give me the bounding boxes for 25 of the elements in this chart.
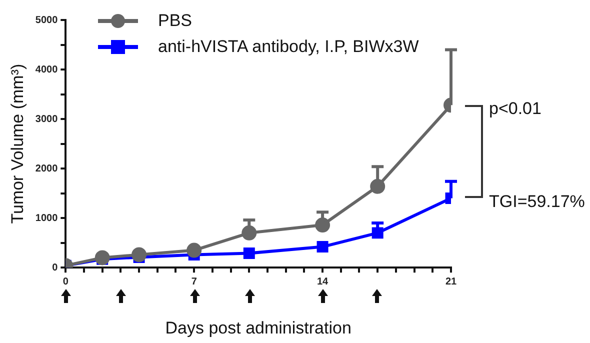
legend-label: PBS bbox=[158, 11, 192, 31]
y-tick-label: 5000 bbox=[35, 14, 58, 26]
x-axis-title: Days post administration bbox=[165, 318, 352, 338]
point bbox=[186, 242, 202, 258]
legend-label: anti-hVISTA antibody, I.P, BIWx3W bbox=[158, 37, 419, 57]
y-axis-title: Tumor Volume (mm³) bbox=[8, 64, 27, 224]
annotation: p<0.01 bbox=[489, 98, 542, 118]
point bbox=[372, 227, 384, 239]
x-tick-label: 7 bbox=[191, 276, 198, 288]
point bbox=[132, 247, 147, 262]
y-tick-label: 4000 bbox=[35, 64, 58, 76]
y-tick-label: 2000 bbox=[35, 163, 58, 174]
point bbox=[370, 178, 386, 194]
point bbox=[243, 247, 255, 259]
x-tick-label: 0 bbox=[62, 276, 69, 288]
point bbox=[94, 250, 110, 266]
x-tick-label: 21 bbox=[445, 276, 457, 288]
y-tick-label: 0 bbox=[52, 262, 58, 274]
y-tick-label: 3000 bbox=[35, 114, 58, 125]
point bbox=[242, 225, 257, 240]
point bbox=[316, 241, 328, 253]
point bbox=[315, 218, 330, 233]
y-tick-label: 1000 bbox=[35, 212, 58, 224]
x-tick-label: 14 bbox=[316, 276, 329, 288]
annotation: TGI=59.17% bbox=[489, 192, 585, 211]
